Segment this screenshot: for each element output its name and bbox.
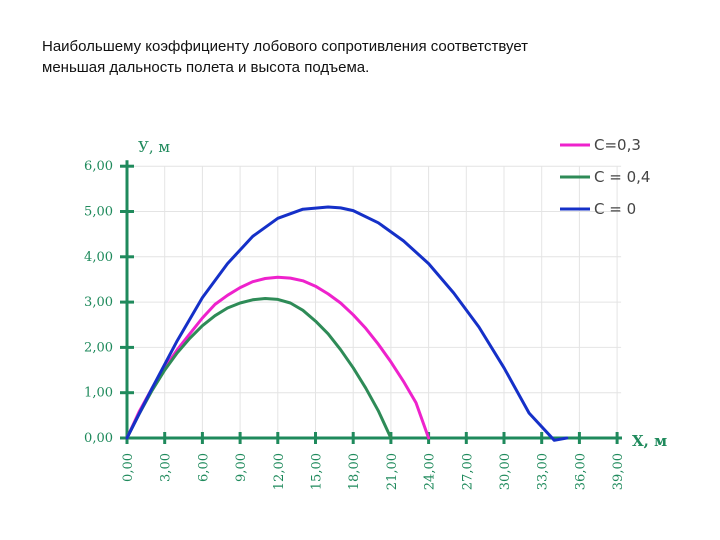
x-tick-label: 12,00 bbox=[272, 453, 287, 490]
legend-label: С=0,3 bbox=[594, 136, 641, 154]
x-tick-label: 3,00 bbox=[159, 453, 174, 482]
y-tick-label: 5,00 bbox=[84, 205, 113, 220]
x-tick-label: 30,00 bbox=[498, 453, 513, 490]
x-tick-label: 15,00 bbox=[310, 453, 325, 490]
grid bbox=[127, 165, 622, 438]
x-tick-label: 0,00 bbox=[121, 453, 136, 482]
y-axis-label: У, м bbox=[138, 138, 170, 156]
x-tick-label: 33,00 bbox=[536, 453, 551, 490]
y-tick-label: 1,00 bbox=[84, 386, 113, 401]
series-line-2 bbox=[125, 297, 393, 440]
y-tick-label: 2,00 bbox=[84, 340, 113, 355]
x-tick-label: 39,00 bbox=[611, 453, 626, 490]
series-lines bbox=[125, 205, 569, 442]
caption-line-1: Наибольшему коэффициенту лобового сопрот… bbox=[42, 38, 529, 55]
x-tick-label: 27,00 bbox=[460, 453, 475, 490]
legend: С=0,3 С = 0,4 С = 0 bbox=[560, 136, 650, 218]
x-tick-label: 18,00 bbox=[347, 453, 362, 490]
legend-label: С = 0 bbox=[594, 200, 636, 218]
axes: 0,00 1,00 2,00 3,00 4,00 5,00 6,00 0,00 3,00 6,00… bbox=[84, 159, 626, 490]
x-tick-label: 24,00 bbox=[423, 453, 438, 490]
x-tick-label: 36,00 bbox=[573, 453, 588, 490]
caption: Наибольшему коэффициенту лобового сопрот… bbox=[42, 36, 672, 78]
series-line-3 bbox=[125, 205, 569, 442]
legend-label: С = 0,4 bbox=[594, 168, 650, 186]
x-tick-label: 6,00 bbox=[196, 453, 211, 482]
series-line-1 bbox=[125, 275, 431, 440]
x-axis-label: Х, м bbox=[632, 432, 667, 450]
y-tick-label: 3,00 bbox=[84, 295, 113, 310]
y-tick-label: 4,00 bbox=[84, 250, 113, 265]
y-tick-label: 0,00 bbox=[84, 431, 113, 446]
x-tick-label: 21,00 bbox=[385, 453, 400, 490]
x-tick-label: 9,00 bbox=[234, 453, 249, 482]
y-tick-label: 6,00 bbox=[84, 159, 113, 174]
caption-line-2: меньшая дальность полета и высота подъем… bbox=[42, 59, 370, 76]
